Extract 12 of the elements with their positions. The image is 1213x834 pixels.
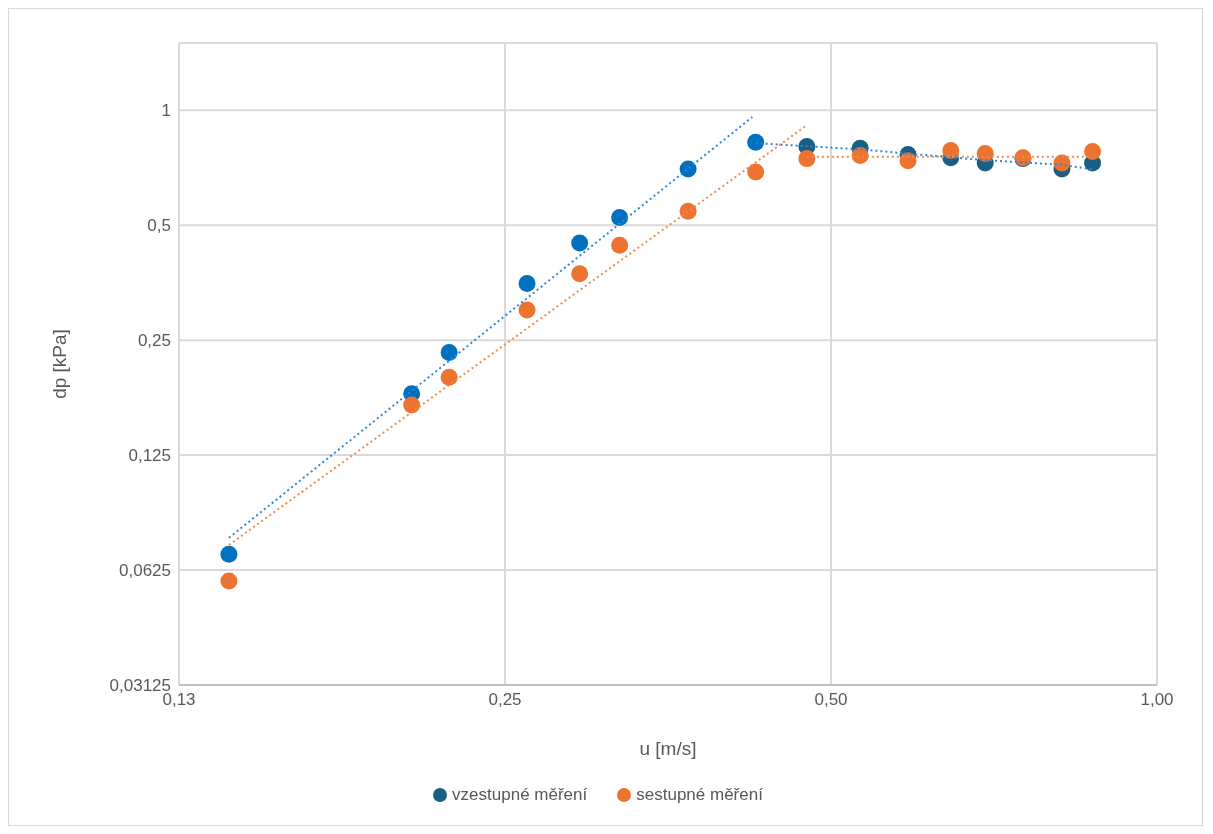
x-tick-label: 0,50 [814, 690, 848, 710]
y-tick-label: 0,125 [128, 446, 171, 466]
x-tick-label: 0,25 [488, 690, 522, 710]
x-tick-label: 1,00 [1140, 690, 1174, 710]
legend-label: sestupné měření [635, 785, 763, 805]
y-tick-label: 1 [161, 101, 171, 121]
y-tick-label: 0,25 [137, 331, 171, 351]
legend-label: vzestupné měření [451, 785, 588, 805]
x-axis-title: u [m/s] [639, 738, 697, 759]
y-tick-label: 0,0625 [119, 561, 171, 581]
y-axis-title: dp [kPa] [48, 329, 70, 399]
y-tick-label: 0,5 [147, 216, 171, 236]
